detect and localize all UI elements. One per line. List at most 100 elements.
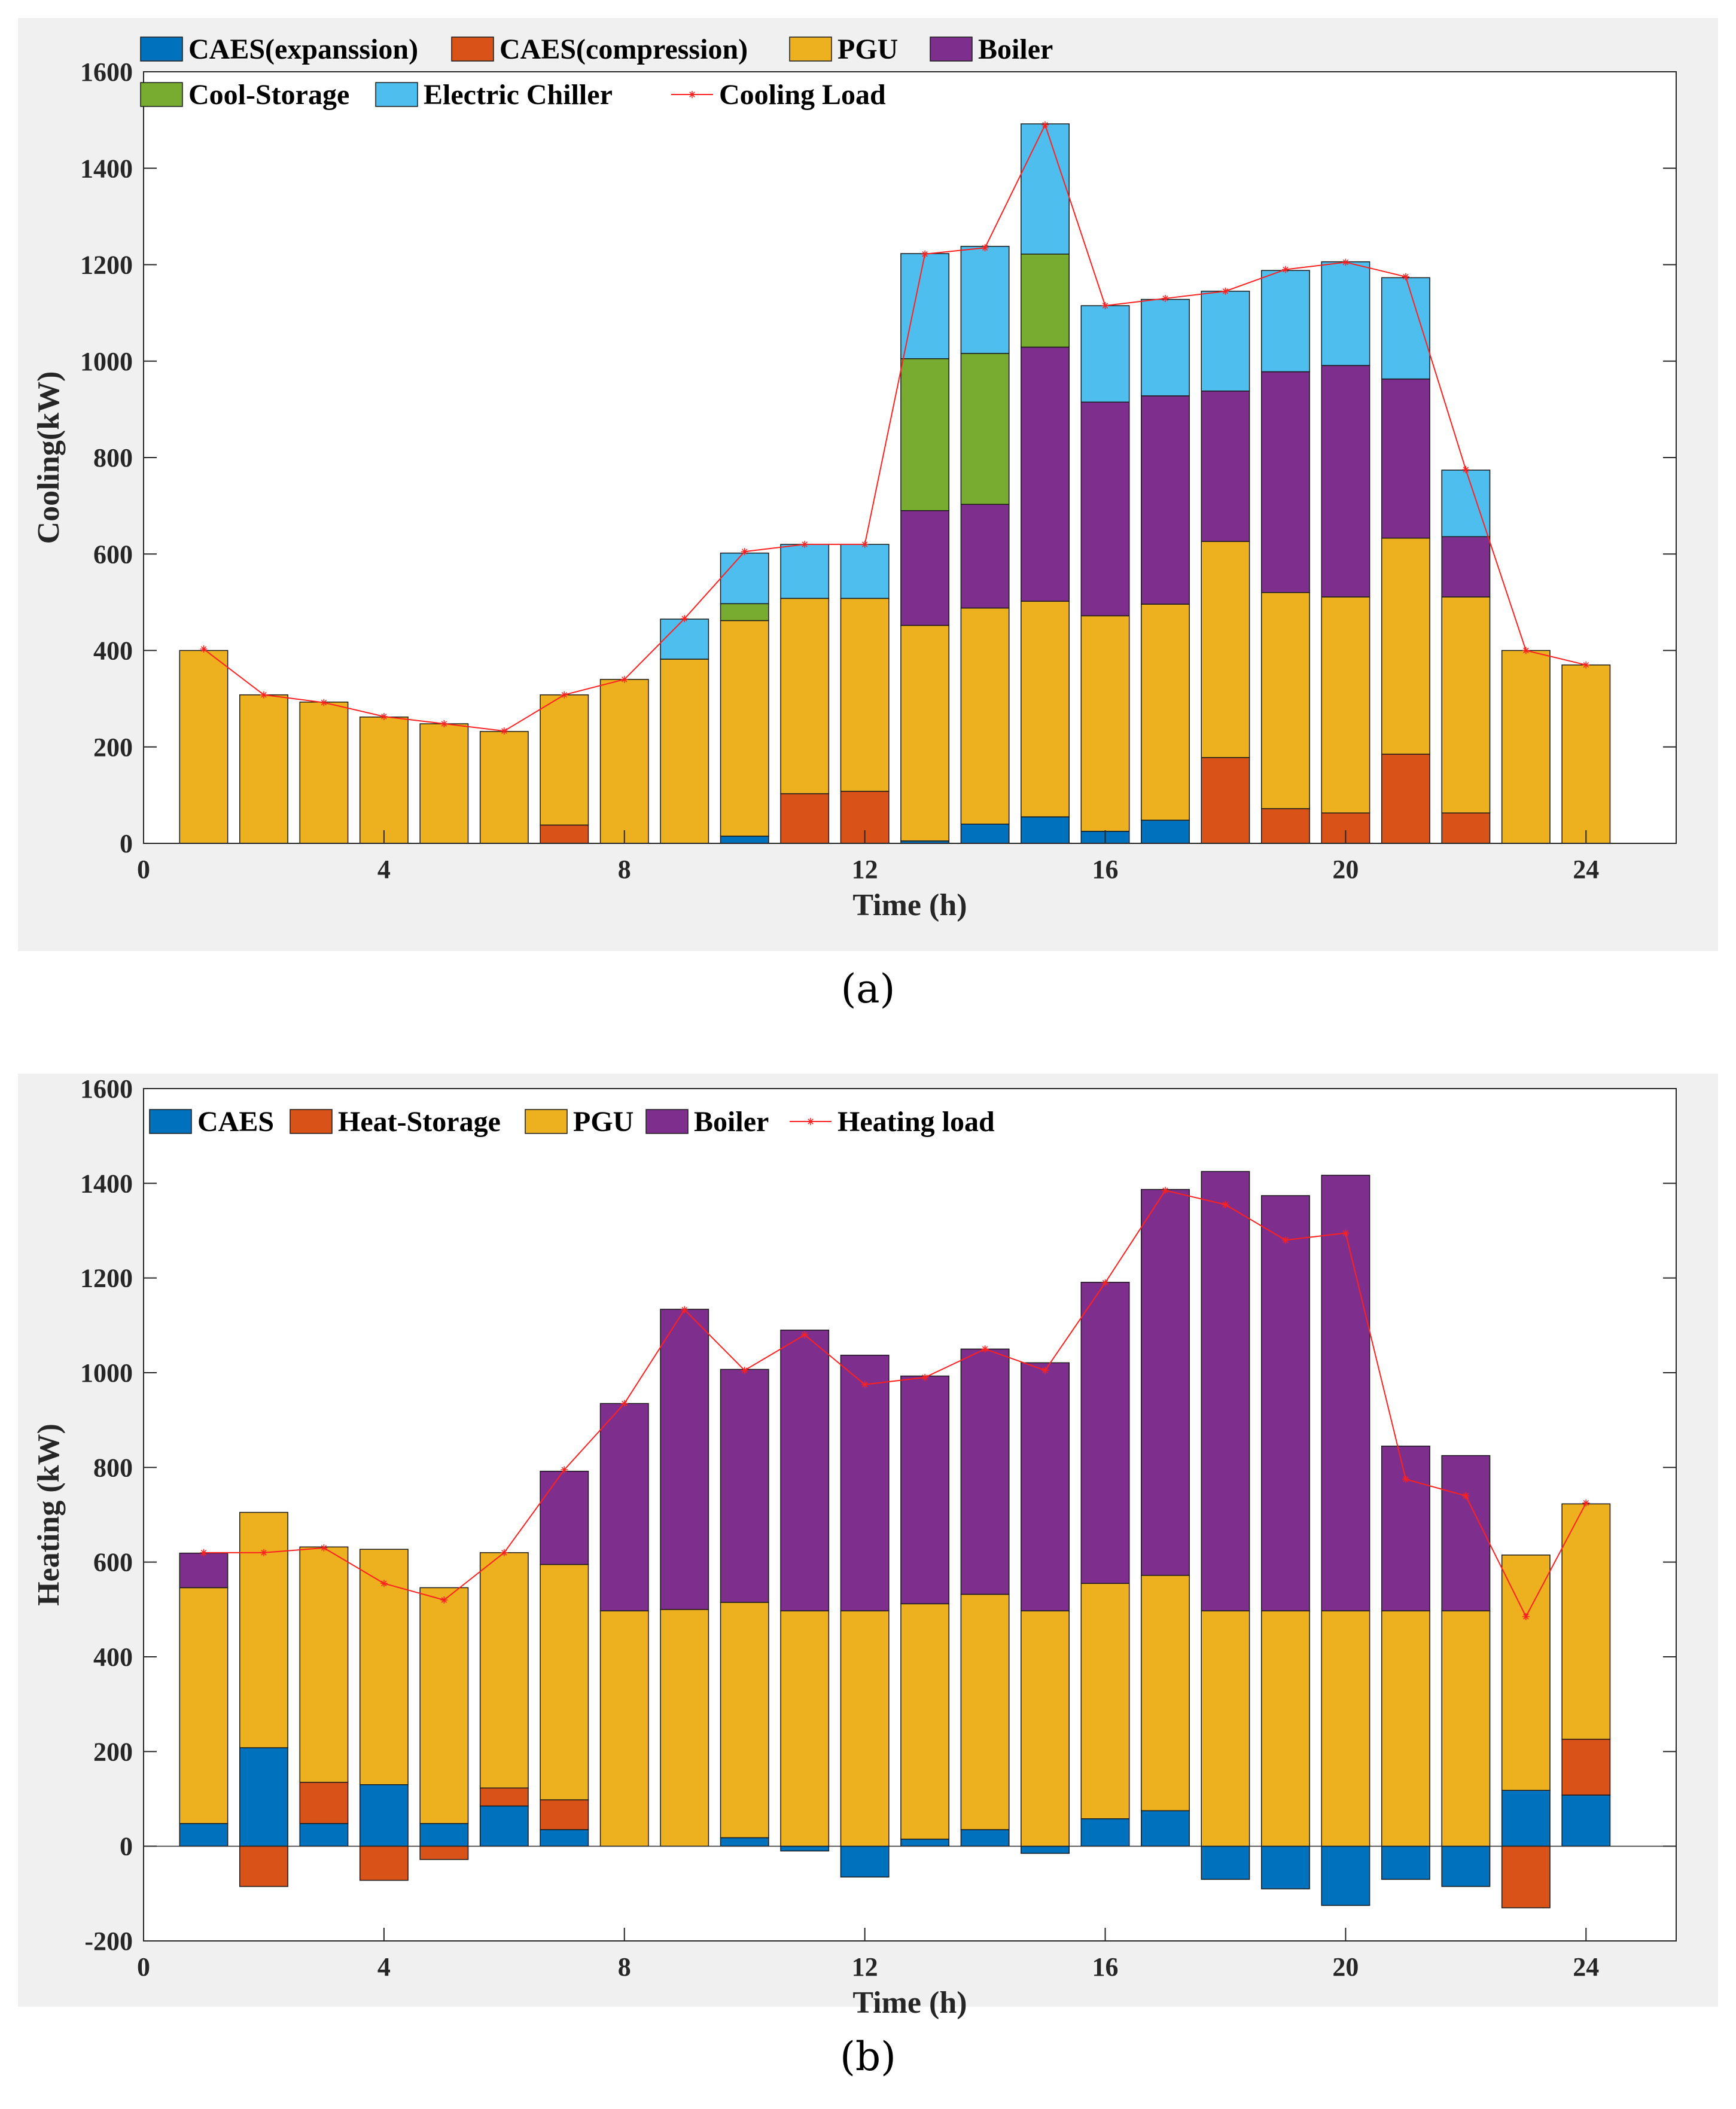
load-marker xyxy=(1402,273,1409,281)
legend-swatch-caes-compression xyxy=(451,36,494,62)
caption-a: (a) xyxy=(840,966,896,1012)
bar-caes-expanssion xyxy=(1141,819,1190,844)
bar-cool-storage xyxy=(1021,254,1070,348)
load-line xyxy=(203,123,1586,732)
bar-boiler xyxy=(540,1470,589,1565)
y-tick-label: 200 xyxy=(93,733,133,762)
marker-stroke xyxy=(808,1118,814,1124)
bar-pgu xyxy=(479,1552,529,1789)
cooling-chart-panel: 0 200 400 600 800 1000 1200 1400 1600 0 4 8 12 16 20 24… xyxy=(18,18,1718,951)
bar-caes-expanssion xyxy=(1021,816,1070,844)
bar-pgu xyxy=(179,1587,229,1824)
bar-caes-compression xyxy=(1441,812,1491,844)
y-tick-label: -200 xyxy=(84,1927,133,1956)
legend-label: CAES xyxy=(197,1106,274,1138)
y-tick-label: 1000 xyxy=(80,1358,133,1388)
bar-electric-chiller xyxy=(1021,123,1070,255)
bar-boiler xyxy=(1201,390,1250,543)
marker-stroke xyxy=(1042,121,1048,128)
bar-pgu xyxy=(900,624,950,842)
marker-stroke xyxy=(1342,1230,1349,1236)
bar-heat-storage xyxy=(299,1782,349,1824)
x-tick-label: 20 xyxy=(1332,1952,1359,1982)
load-marker xyxy=(1281,1236,1289,1244)
marker-stroke xyxy=(441,1597,447,1603)
marker-stroke xyxy=(261,691,267,698)
marker-stroke xyxy=(802,541,808,547)
legend-label: CAES(expanssion) xyxy=(188,33,418,65)
marker-stroke xyxy=(501,1550,507,1556)
bar-pgu xyxy=(1441,1610,1491,1847)
bar-pgu xyxy=(239,1511,288,1748)
bar-pgu xyxy=(1441,596,1491,813)
bar-pgu xyxy=(1021,1610,1070,1847)
bar-boiler xyxy=(1321,1175,1370,1611)
load-marker xyxy=(561,1466,568,1474)
bar-pgu xyxy=(540,694,589,826)
bar-pgu xyxy=(660,659,709,844)
bar-caes xyxy=(1080,1818,1130,1847)
legend-swatch-boiler xyxy=(930,36,973,62)
bar-pgu xyxy=(900,1603,950,1840)
bar-pgu xyxy=(299,702,349,844)
load-marker xyxy=(921,250,929,258)
marker-stroke xyxy=(861,541,868,547)
legend-swatch-cool-storage xyxy=(140,82,183,107)
bar-cool-storage xyxy=(900,358,950,511)
load-marker xyxy=(440,1596,448,1604)
load-marker xyxy=(620,675,628,683)
load-line xyxy=(203,1190,1587,1618)
bar-pgu xyxy=(1080,615,1130,832)
load-marker xyxy=(1041,1367,1049,1374)
bar-pgu xyxy=(1321,1610,1370,1847)
bar-electric-chiller xyxy=(1201,291,1250,392)
bar-pgu xyxy=(1141,1575,1190,1812)
y-tick-label: 1200 xyxy=(80,251,133,280)
load-marker xyxy=(861,541,869,548)
load-marker xyxy=(861,1380,869,1388)
bar-boiler xyxy=(780,1330,830,1611)
bar-pgu xyxy=(780,598,830,794)
legend-label: PGU xyxy=(837,33,898,65)
bar-electric-chiller xyxy=(1321,261,1370,366)
y-tick-label: 600 xyxy=(93,540,133,569)
marker-stroke xyxy=(741,548,748,554)
bar-boiler xyxy=(1321,365,1370,598)
y-tick-label: 1200 xyxy=(80,1264,133,1293)
bar-boiler xyxy=(599,1403,649,1611)
legend-label: PGU xyxy=(573,1106,634,1138)
x-tick-label: 4 xyxy=(377,1952,391,1982)
bar-heat-storage xyxy=(479,1787,529,1807)
bar-caes xyxy=(540,1829,589,1847)
marker-stroke xyxy=(1463,467,1469,473)
legend-label: Heat-Storage xyxy=(338,1106,501,1138)
bar-heat-storage xyxy=(1561,1739,1611,1796)
marker-stroke xyxy=(1222,288,1229,294)
load-marker xyxy=(801,541,809,548)
bar-pgu xyxy=(540,1564,589,1800)
load-marker xyxy=(741,548,748,556)
bar-caes xyxy=(239,1747,288,1847)
marker-stroke xyxy=(689,92,695,97)
legend-swatch-electric-chiller xyxy=(375,82,418,107)
x-tick-label: 0 xyxy=(137,1952,150,1982)
bar-pgu xyxy=(1141,604,1190,821)
bar-electric-chiller xyxy=(1441,470,1491,537)
marker-stroke xyxy=(861,1382,868,1388)
marker-stroke xyxy=(1162,295,1168,301)
load-marker xyxy=(1522,1613,1530,1620)
legend-label: Cooling Load xyxy=(719,79,886,111)
y-tick-label: 800 xyxy=(93,443,133,473)
bar-caes-expanssion xyxy=(960,824,1010,844)
marker-stroke xyxy=(381,714,387,720)
load-marker xyxy=(200,1549,208,1556)
bar-pgu xyxy=(179,650,229,844)
marker-stroke xyxy=(741,1367,748,1373)
bar-boiler xyxy=(1441,1455,1491,1611)
marker-stroke xyxy=(200,1550,207,1556)
marker-stroke xyxy=(681,1306,687,1313)
bar-heat-storage xyxy=(1501,1845,1551,1909)
load-marker xyxy=(1342,258,1350,266)
legend-marker xyxy=(689,91,696,98)
